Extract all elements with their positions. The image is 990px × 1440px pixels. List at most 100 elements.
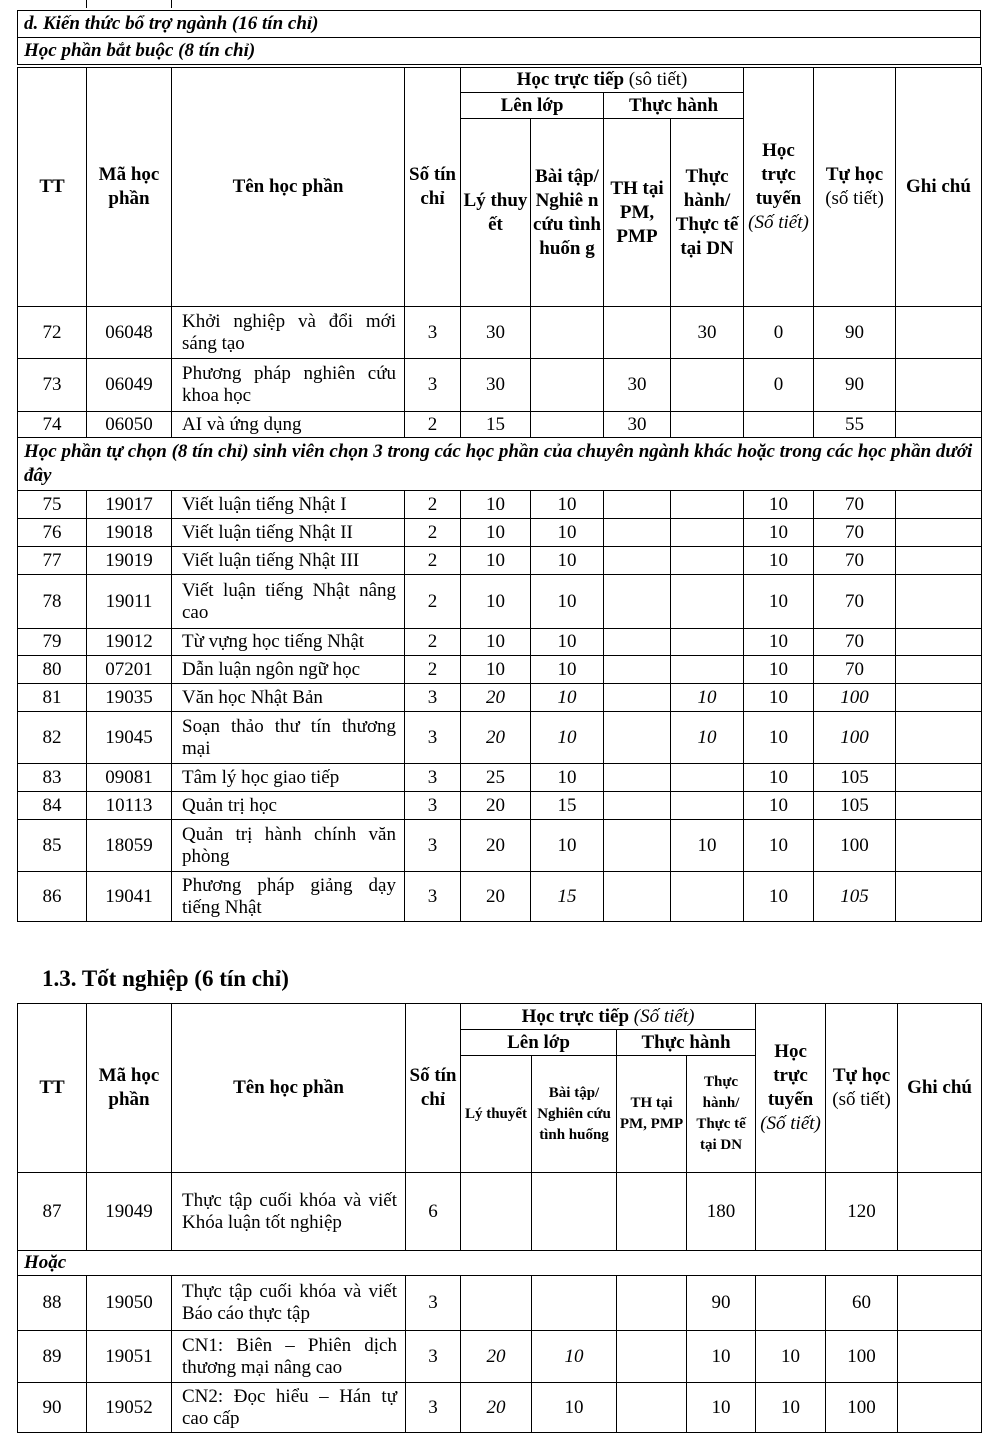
cell-code: 19011 [86, 574, 172, 629]
cell-th-dn: 10 [670, 711, 744, 764]
table-row: 75 19017 Viết luận tiếng Nhật I 2 10 10 10 70 [17, 490, 982, 519]
cell-name: Khởi nghiệp và đổi mới sáng tạo [171, 306, 405, 359]
cell-online: 10 [743, 711, 814, 764]
cell-th-dn: 10 [685, 1330, 757, 1383]
cell-credits: 6 [405, 1172, 461, 1251]
cell-online: 10 [743, 763, 814, 792]
table-row: 79 19012 Từ vựng học tiếng Nhật 2 10 10 10 70 [17, 628, 982, 656]
col-direct: Học trực tiếp (Số tiết) [459, 1003, 757, 1030]
cell-tt: 75 [17, 490, 87, 519]
cell-credits: 2 [404, 518, 461, 547]
cell-th-pm [603, 711, 671, 764]
cell-tt: 90 [17, 1382, 87, 1433]
col-th-pm: TH tại PM, PMP [603, 118, 671, 307]
cell-code: 19041 [86, 871, 172, 922]
cell-credits: 3 [405, 1382, 461, 1433]
cell-code: 06050 [86, 411, 172, 438]
cell-credits: 3 [404, 871, 461, 922]
cell-exercise: 10 [530, 628, 604, 656]
cell-self: 105 [813, 791, 896, 820]
cell-code: 19051 [86, 1330, 172, 1383]
cell-online: 10 [743, 518, 814, 547]
cell-th-pm [603, 574, 671, 629]
col-online: Học trực tuyến (Số tiết) [743, 67, 814, 307]
cell-th-pm [616, 1172, 687, 1251]
cell-name: Soạn thảo thư tín thương mại [171, 711, 405, 764]
cell-theory [460, 1275, 532, 1331]
cell-exercise [531, 1172, 617, 1251]
cell-theory: 10 [460, 655, 531, 684]
course-table-supplementary: TT Mã học phần Tên học phần Số tín chỉ H… [17, 67, 982, 922]
cell-note [895, 306, 982, 359]
cell-tt: 80 [17, 655, 87, 684]
cell-credits: 3 [404, 791, 461, 820]
cell-th-pm [603, 628, 671, 656]
table-row: 74 06050 AI và ứng dụng 2 15 30 55 [17, 411, 982, 438]
cell-note [895, 574, 982, 629]
col-tt: TT [17, 1003, 87, 1173]
cell-th-dn: 30 [670, 306, 744, 359]
cell-th-dn [670, 763, 744, 792]
self-unit: (số tiết) [825, 188, 884, 209]
col-name: Tên học phần [171, 1003, 406, 1173]
col-code: Mã học phần [86, 67, 172, 307]
col-class: Lên lớp [460, 92, 604, 119]
cell-th-pm [603, 655, 671, 684]
cell-th-pm [603, 306, 671, 359]
cell-th-dn [670, 871, 744, 922]
cell-note [895, 819, 982, 872]
col-credits: Số tín chỉ [404, 67, 461, 307]
table-header: TT Mã học phần Tên học phần Số tín chỉ H… [17, 1003, 983, 1173]
cell-name: Thực tập cuối khóa và viết Khóa luận tốt… [171, 1172, 406, 1251]
table-body: 72 06048 Khởi nghiệp và đổi mới sáng tạo 3 3… [17, 306, 982, 922]
table-row: 85 18059 Quản trị hành chính văn phòng 3 20 1… [17, 819, 982, 872]
cell-note [895, 518, 982, 547]
cell-credits: 2 [404, 655, 461, 684]
cell-name: Viết luận tiếng Nhật I [171, 490, 405, 519]
section-title: Hoặc [16, 1250, 983, 1276]
table-row: 87 19049 Thực tập cuối khóa và viết Khóa l… [17, 1172, 983, 1251]
cell-th-dn [670, 518, 744, 547]
table-row: 83 09081 Tâm lý học giao tiếp 3 25 10 10 105 [17, 763, 982, 792]
cell-name: CN2: Đọc hiểu – Hán tự cao cấp [171, 1382, 406, 1433]
cell-code: 19017 [86, 490, 172, 519]
cell-tt: 86 [17, 871, 87, 922]
cell-note [895, 628, 982, 656]
tick [171, 0, 172, 8]
col-th-pm: TH tại PM, PMP [616, 1055, 687, 1173]
cell-tt: 84 [17, 791, 87, 820]
cell-online [743, 411, 814, 438]
cell-credits: 3 [404, 763, 461, 792]
cell-credits: 3 [405, 1275, 461, 1331]
col-credits: Số tín chỉ [405, 1003, 461, 1173]
cell-credits: 2 [404, 490, 461, 519]
cell-exercise: 10 [530, 490, 604, 519]
cell-exercise: 10 [530, 683, 604, 712]
cell-self: 70 [813, 546, 896, 575]
table-header: TT Mã học phần Tên học phần Số tín chỉ H… [17, 67, 982, 307]
cell-th-dn [670, 655, 744, 684]
cell-th-dn [670, 574, 744, 629]
cell-online: 10 [743, 791, 814, 820]
self-label: Tự học [825, 164, 884, 185]
cell-self: 70 [813, 574, 896, 629]
col-class: Lên lớp [460, 1029, 617, 1056]
col-exercise: Bài tập/ Nghiên cứu tình huống [531, 1055, 617, 1173]
self-label: Tự học [832, 1065, 891, 1086]
cell-note [895, 763, 982, 792]
col-practice: Thực hành [603, 92, 744, 119]
cell-tt: 73 [17, 358, 87, 412]
cell-online: 10 [743, 546, 814, 575]
cell-credits: 3 [405, 1330, 461, 1383]
cell-code: 19035 [86, 683, 172, 712]
cell-tt: 78 [17, 574, 87, 629]
col-online: Học trực tuyến (Số tiết) [755, 1003, 827, 1173]
cell-th-pm [603, 791, 671, 820]
cell-code: 06048 [86, 306, 172, 359]
cell-code: 06049 [86, 358, 172, 412]
cell-code: 18059 [86, 819, 172, 872]
cell-exercise: 10 [531, 1382, 617, 1433]
cell-th-pm [603, 871, 671, 922]
cell-self: 100 [813, 683, 896, 712]
cell-theory [460, 1172, 532, 1251]
